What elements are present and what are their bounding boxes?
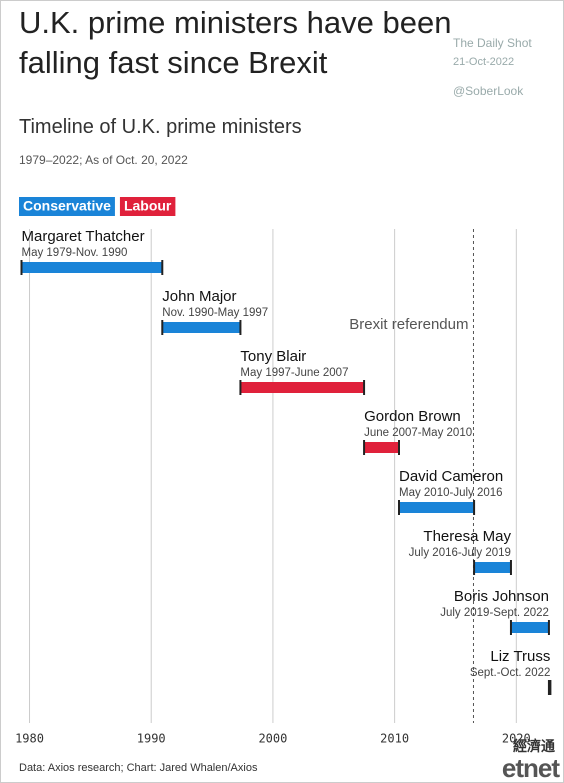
pm-dates: Sept.-Oct. 2022 [470, 667, 551, 679]
pm-dates: May 2010-July 2016 [399, 487, 503, 499]
pm-dates: May 1997-June 2007 [240, 367, 348, 379]
pm-name: John Major [162, 288, 236, 305]
note: 1979–2022; As of Oct. 20, 2022 [19, 153, 188, 167]
pm-name: Tony Blair [240, 348, 306, 365]
logo-chinese: 經濟通 [513, 738, 555, 754]
pm-dates: June 2007-May 2010 [364, 427, 472, 439]
pm-name: David Cameron [399, 468, 503, 485]
legend-swatch [119, 197, 176, 216]
subtitle: Timeline of U.K. prime ministers [19, 116, 302, 138]
pm-name: Gordon Brown [364, 408, 461, 425]
x-tick-label: 2000 [258, 732, 287, 746]
pm-name: Liz Truss [490, 648, 550, 665]
bar [240, 382, 365, 393]
brexit-label: Brexit referendum [349, 316, 468, 333]
legend-swatch [19, 197, 115, 216]
title: U.K. prime ministers have been falling f… [19, 5, 452, 80]
logo: etnet [501, 753, 560, 783]
x-tick-label: 1980 [15, 732, 44, 746]
pm-name: Boris Johnson [454, 588, 549, 605]
pm-dates: May 1979-Nov. 1990 [21, 247, 127, 259]
pm-dates: Nov. 1990-May 1997 [162, 307, 268, 319]
pm-name: Margaret Thatcher [21, 228, 144, 245]
pm-dates: July 2016-July 2019 [409, 547, 511, 559]
bar [474, 562, 511, 573]
bar [510, 622, 549, 633]
watermark-handle: @SoberLook [453, 84, 524, 98]
bar [162, 322, 241, 333]
bar [364, 442, 399, 453]
x-tick-label: 2020 [502, 732, 531, 746]
watermark-date: 21-Oct-2022 [453, 56, 515, 68]
legend-label: Labour [124, 198, 172, 214]
x-tick-label: 2010 [380, 732, 409, 746]
pm-name: Theresa May [423, 528, 511, 545]
source: Data: Axios research; Chart: Jared Whale… [19, 762, 258, 774]
bar [21, 262, 163, 273]
watermark-source: The Daily Shot [453, 36, 532, 50]
pm-dates: July 2019-Sept. 2022 [440, 607, 549, 619]
bar [398, 502, 475, 513]
legend-label: Conservative [23, 198, 111, 214]
x-tick-label: 1990 [137, 732, 166, 746]
